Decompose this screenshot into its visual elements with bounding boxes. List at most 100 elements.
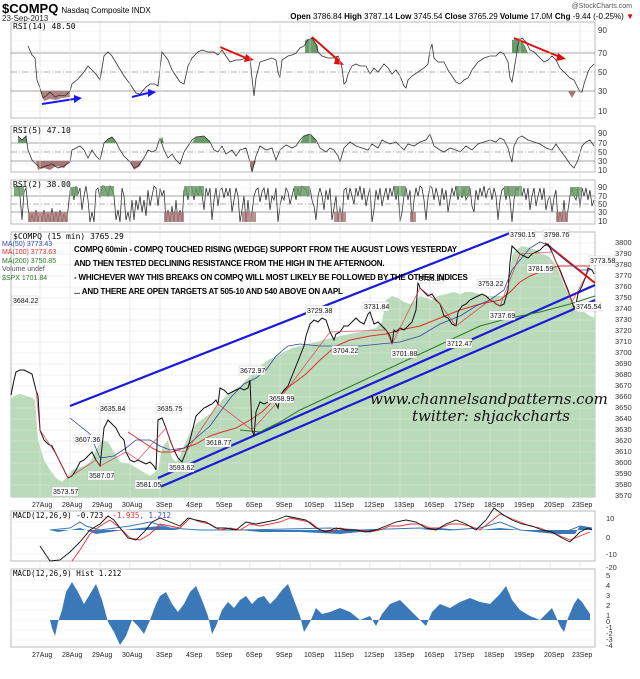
svg-text:20Sep: 20Sep <box>544 502 564 509</box>
svg-text:3737.69: 3737.69 <box>490 313 515 320</box>
svg-text:2: 2 <box>606 601 610 610</box>
svg-text:3781.59: 3781.59 <box>528 266 553 273</box>
annotation-line: COMPQ 60min - COMPQ TOUCHED RISING (WEDG… <box>74 245 457 254</box>
svg-text:27Aug: 27Aug <box>32 652 52 659</box>
svg-text:30: 30 <box>598 87 607 96</box>
svg-text:3740: 3740 <box>615 304 632 313</box>
svg-text:10Sep: 10Sep <box>304 652 324 659</box>
svg-text:3Sep: 3Sep <box>156 502 172 509</box>
rsi2-label: RSI(2) 38.00 <box>13 180 71 189</box>
svg-text:20Sep: 20Sep <box>544 652 564 659</box>
legend-ma50: MA(50) 3773.43 <box>2 241 53 248</box>
svg-text:29Aug: 29Aug <box>92 502 112 509</box>
svg-text:-10: -10 <box>606 550 617 559</box>
svg-text:3750: 3750 <box>615 293 632 302</box>
svg-text:6Sep: 6Sep <box>246 652 262 659</box>
svg-text:3607.36: 3607.36 <box>75 437 100 444</box>
svg-text:3573.57: 3573.57 <box>53 489 78 496</box>
svg-text:5Sep: 5Sep <box>216 652 232 659</box>
svg-text:3658.99: 3658.99 <box>269 396 294 403</box>
svg-text:4Sep: 4Sep <box>186 502 202 509</box>
svg-text:17Sep: 17Sep <box>454 652 474 659</box>
svg-text:17Sep: 17Sep <box>454 502 474 509</box>
rsi14-label: RSI(14) 48.50 <box>13 22 76 31</box>
svg-text:3773.58: 3773.58 <box>590 258 615 265</box>
close-value: 3765.29 <box>468 12 498 21</box>
svg-text:18Sep: 18Sep <box>484 502 504 509</box>
rsi14-panel: 90 70 50 30 10 <box>10 21 607 119</box>
x-axis-bottom: 27Aug 28Aug 29Aug 30Aug 3Sep 4Sep 5Sep 6Sep 9S… <box>32 652 592 659</box>
svg-text:30: 30 <box>598 157 607 166</box>
svg-text:3660: 3660 <box>615 392 632 401</box>
svg-text:3Sep: 3Sep <box>156 652 172 659</box>
svg-text:90: 90 <box>598 183 607 192</box>
price-label: 3684.22 <box>11 295 38 306</box>
svg-text:70: 70 <box>598 49 607 58</box>
chart-annotation: COMPQ 60min - COMPQ TOUCHED RISING (WEDG… <box>74 243 468 299</box>
svg-text:13Sep: 13Sep <box>394 652 414 659</box>
svg-text:3770: 3770 <box>615 271 632 280</box>
watermark-twitter: twitter: shjackcharts <box>412 407 570 425</box>
rsi2-panel: 90 70 50 30 10 <box>10 179 607 226</box>
svg-text:3593.62: 3593.62 <box>169 465 194 472</box>
svg-text:5Sep: 5Sep <box>216 502 232 509</box>
svg-text:3730: 3730 <box>615 315 632 324</box>
svg-text:3700: 3700 <box>615 348 632 357</box>
macd-panel: 10 0 -10 -20 <box>10 507 617 572</box>
svg-text:27Aug: 27Aug <box>32 502 52 509</box>
svg-text:19Sep: 19Sep <box>514 652 534 659</box>
svg-text:3780: 3780 <box>615 260 632 269</box>
close-label: Close <box>444 12 467 21</box>
svg-text:10: 10 <box>598 166 607 175</box>
svg-text:50: 50 <box>598 200 607 209</box>
annotation-line: AND THEN TESTED DECLINING RESISTANCE FRO… <box>74 259 385 268</box>
svg-text:29Aug: 29Aug <box>92 652 112 659</box>
svg-text:3630: 3630 <box>615 425 632 434</box>
macd-hist-panel: 5 4 3 2 1 0 -1 -2 -3 -4 <box>10 568 613 650</box>
svg-text:1: 1 <box>606 611 610 620</box>
watermark-site: www.channelsandpatterns.com <box>370 390 608 408</box>
high-value: 3787.14 <box>364 12 394 21</box>
macd-hist-value: , 1.212 <box>139 511 172 520</box>
svg-text:12Sep: 12Sep <box>364 652 384 659</box>
svg-text:3731.84: 3731.84 <box>364 304 389 311</box>
svg-text:50: 50 <box>598 148 607 157</box>
open-value: 3786.84 <box>312 12 342 21</box>
svg-text:0: 0 <box>606 617 610 626</box>
svg-text:3640: 3640 <box>615 414 632 423</box>
svg-text:-3: -3 <box>606 635 613 644</box>
svg-text:10: 10 <box>598 107 607 116</box>
svg-text:3650: 3650 <box>615 403 632 412</box>
svg-text:12Sep: 12Sep <box>364 502 384 509</box>
svg-text:-2: -2 <box>606 629 613 638</box>
svg-text:3704.22: 3704.22 <box>333 348 358 355</box>
svg-text:3690: 3690 <box>615 359 632 368</box>
svg-text:3580: 3580 <box>615 480 632 489</box>
open-label: Open <box>290 12 311 21</box>
x-axis-price: 27Aug 28Aug 29Aug 30Aug 3Sep 4Sep 5Sep 6Sep 9S… <box>32 502 592 509</box>
low-value: 3745.54 <box>413 12 443 21</box>
chg-label: Chg <box>554 12 571 21</box>
svg-text:3635.84: 3635.84 <box>100 406 125 413</box>
svg-text:4Sep: 4Sep <box>186 652 202 659</box>
svg-text:30Aug: 30Aug <box>122 652 142 659</box>
symbol-name: Nasdaq Composite INDX <box>61 6 151 15</box>
svg-text:10: 10 <box>606 514 614 523</box>
svg-text:3620: 3620 <box>615 436 632 445</box>
svg-text:90: 90 <box>598 26 607 35</box>
chg-value: -9.44 (-0.25%) <box>572 12 624 21</box>
price-panel: 3684.22 3635.84 3607.36 3587.07 3573.57 … <box>10 22 632 647</box>
svg-text:3760: 3760 <box>615 282 632 291</box>
svg-text:3610: 3610 <box>615 447 632 456</box>
svg-text:3590: 3590 <box>615 469 632 478</box>
svg-text:0: 0 <box>606 533 610 542</box>
svg-text:3600: 3600 <box>615 458 632 467</box>
svg-text:-20: -20 <box>606 563 617 572</box>
svg-text:3680: 3680 <box>615 370 632 379</box>
svg-text:9Sep: 9Sep <box>276 652 292 659</box>
symbol: $COMPQ <box>2 1 59 16</box>
svg-text:50: 50 <box>598 68 607 77</box>
quote-bar: Open 3786.84 High 3787.14 Low 3745.54 Cl… <box>290 12 634 21</box>
svg-text:3587.07: 3587.07 <box>89 473 114 480</box>
